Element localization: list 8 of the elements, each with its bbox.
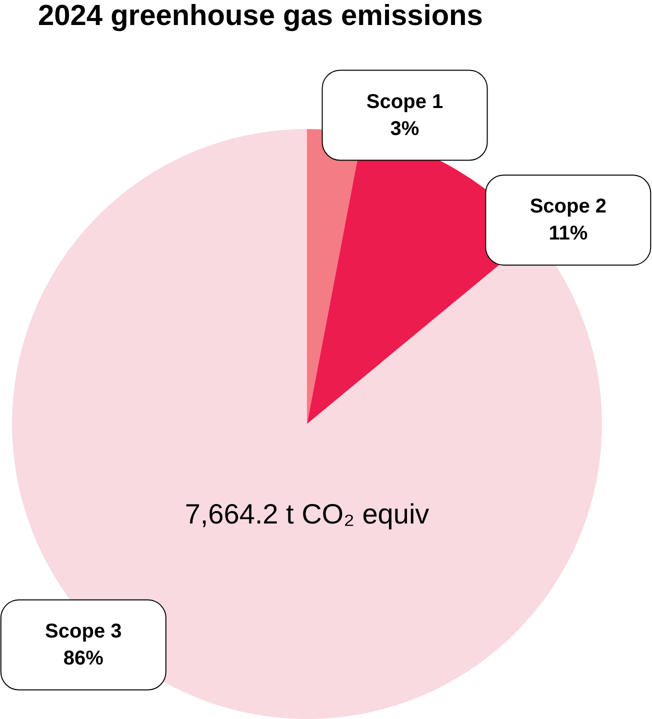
slice-label: Scope 2: [530, 196, 607, 218]
slice-label: Scope 1: [366, 90, 444, 113]
slice-label: Scope 3: [45, 620, 122, 642]
chart-title: 2024 greenhouse gas emissions: [38, 0, 483, 33]
data-label: 86%: [63, 647, 104, 670]
text: 7,664.2 t CO₂ equiv: [184, 498, 430, 530]
data-label: 11%: [548, 222, 588, 245]
data-label: 3%: [390, 118, 420, 140]
